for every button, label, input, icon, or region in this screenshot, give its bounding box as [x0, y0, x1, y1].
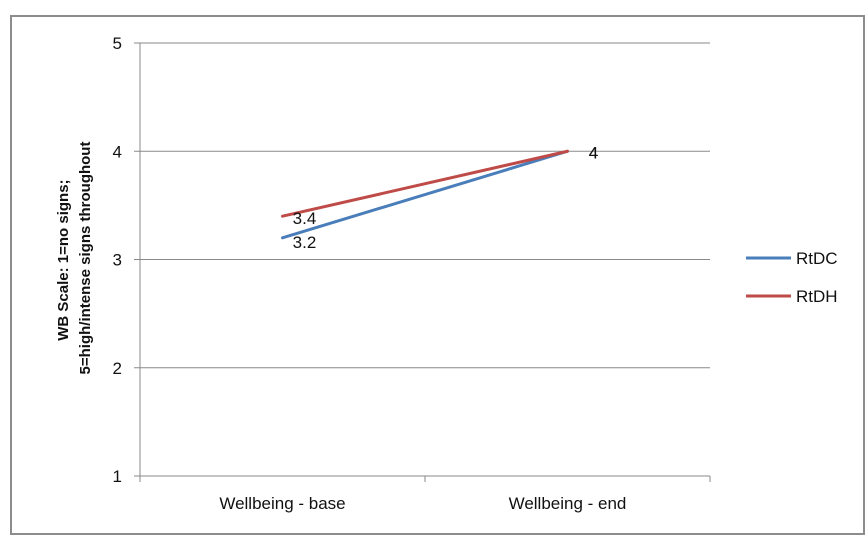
x-tick-labels: Wellbeing - base Wellbeing - end	[219, 494, 626, 513]
y-tick-label: 5	[113, 34, 122, 53]
y-tick-label: 2	[113, 359, 122, 378]
legend-label-rtdh: RtDH	[796, 287, 838, 306]
axes	[134, 42, 711, 482]
y-axis-label-line-2: 5=high/intense signs throughout	[77, 142, 94, 375]
y-axis-label-line-1: WB Scale: 1=no signs;	[55, 179, 72, 340]
series-line-rtdc	[281, 149, 569, 240]
x-tick-label: Wellbeing - end	[509, 494, 627, 513]
legend-label-rtdc: RtDC	[796, 249, 838, 268]
data-label-rtdh: 4	[589, 143, 598, 162]
gridlines	[140, 42, 710, 369]
series-line-rtdh	[281, 149, 569, 218]
x-tick-label: Wellbeing - base	[219, 494, 345, 513]
data-labels: 3.243.44	[293, 143, 599, 252]
y-axis-label: WB Scale: 1=no signs; 5=high/intense sig…	[55, 142, 94, 375]
series-lines	[281, 149, 569, 240]
y-tick-label: 1	[113, 467, 122, 486]
data-label-rtdh: 3.4	[293, 209, 317, 228]
data-label-rtdc: 3.2	[293, 233, 317, 252]
chart-frame	[10, 15, 865, 535]
y-tick-label: 4	[113, 142, 122, 161]
data-label-rtdc: 4	[589, 143, 598, 162]
y-tick-label: 3	[113, 251, 122, 270]
legend: RtDC RtDH	[746, 249, 838, 306]
y-tick-labels: 1 2 3 4 5	[113, 34, 122, 486]
